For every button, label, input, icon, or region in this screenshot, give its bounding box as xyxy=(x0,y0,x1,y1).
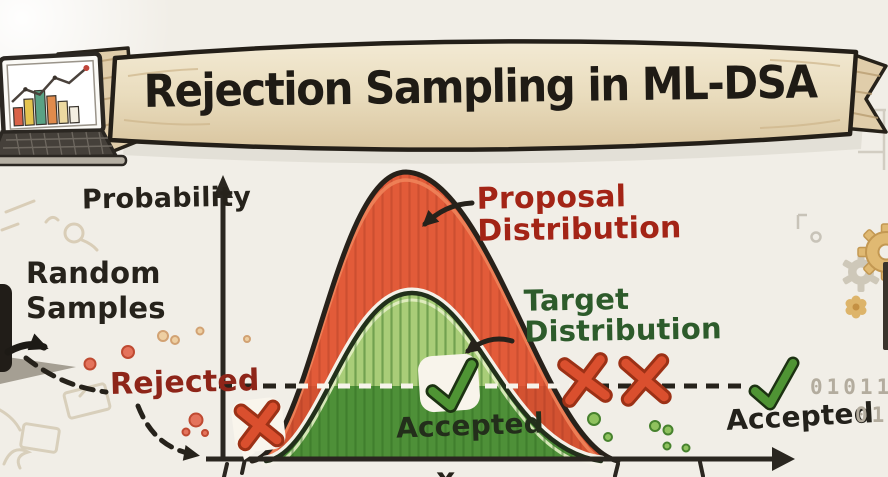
target-arrow xyxy=(464,336,515,354)
random-samples-label: Random Samples xyxy=(26,256,166,325)
sample-source xyxy=(0,284,76,384)
rejected-x-box-icon xyxy=(231,397,286,460)
sample-trajectory-dashed-arrow xyxy=(135,403,200,461)
rejected-x-icon xyxy=(557,352,613,408)
accepted-check-box-icon xyxy=(418,353,480,413)
proposal-arrow xyxy=(422,200,475,227)
laptop-icon xyxy=(0,51,128,167)
accepted-check-icon xyxy=(748,356,800,411)
rejected-label: Rejected xyxy=(109,363,261,402)
binary-digits-top: 01011 xyxy=(810,375,888,399)
proposal-distribution-label: Proposal Distribution xyxy=(476,179,682,250)
sample-dots xyxy=(83,326,691,453)
banner-ribbon xyxy=(56,39,888,164)
gear-icon xyxy=(842,223,888,292)
faint-corner-doodle xyxy=(796,213,822,243)
axes xyxy=(206,175,795,477)
x-axis-label: x xyxy=(436,463,456,477)
sample-trajectory-dashed xyxy=(23,355,109,395)
target-distribution-label: Target Distribution xyxy=(523,281,723,350)
sketch-doodles-bottom-left xyxy=(0,382,112,470)
banner-title: Rejection Sampling in ML-DSA xyxy=(143,55,817,118)
rejected-x-icon-2 xyxy=(618,353,672,407)
y-axis-label: Probability xyxy=(81,181,252,216)
sketch-doodles-top-left xyxy=(0,199,99,252)
screen-edge-doodle xyxy=(883,262,888,350)
binary-digits-bottom: 01 xyxy=(855,403,888,427)
accepted-label-curve: Accepted xyxy=(395,406,545,445)
flower-icon xyxy=(845,295,867,319)
